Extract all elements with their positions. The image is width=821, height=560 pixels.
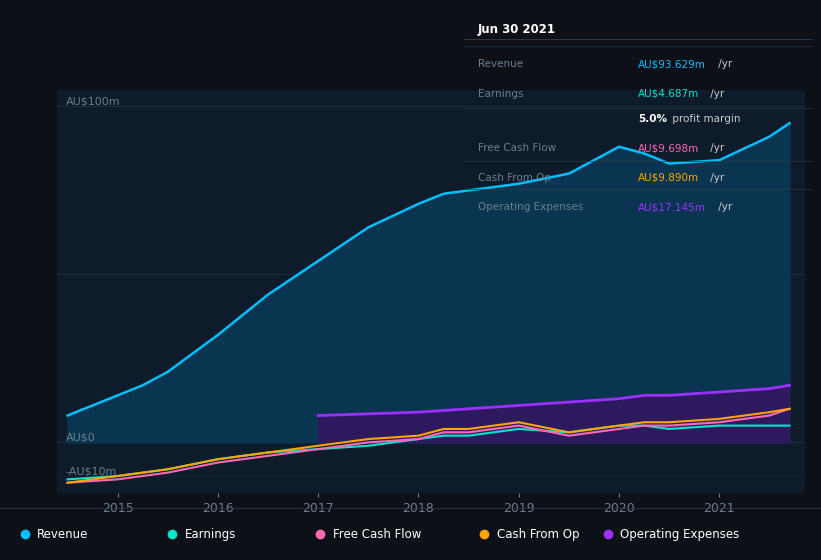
- Text: Free Cash Flow: Free Cash Flow: [478, 143, 556, 153]
- Text: Cash From Op: Cash From Op: [478, 173, 551, 183]
- Text: Free Cash Flow: Free Cash Flow: [333, 528, 421, 541]
- Text: /yr: /yr: [708, 143, 725, 153]
- Text: /yr: /yr: [715, 202, 732, 212]
- Text: /yr: /yr: [708, 173, 725, 183]
- Text: AU$0: AU$0: [66, 432, 95, 442]
- Text: AU$17.145m: AU$17.145m: [639, 202, 706, 212]
- Text: Earnings: Earnings: [185, 528, 236, 541]
- Text: Revenue: Revenue: [37, 528, 89, 541]
- Text: 5.0%: 5.0%: [639, 114, 667, 124]
- Text: /yr: /yr: [715, 59, 732, 69]
- Text: Jun 30 2021: Jun 30 2021: [478, 24, 556, 36]
- Text: AU$4.687m: AU$4.687m: [639, 89, 699, 99]
- Text: AU$93.629m: AU$93.629m: [639, 59, 706, 69]
- Text: Cash From Op: Cash From Op: [497, 528, 579, 541]
- Text: /yr: /yr: [708, 89, 725, 99]
- Text: AU$9.698m: AU$9.698m: [639, 143, 699, 153]
- Text: Revenue: Revenue: [478, 59, 523, 69]
- Text: Operating Expenses: Operating Expenses: [620, 528, 739, 541]
- Text: profit margin: profit margin: [669, 114, 741, 124]
- Text: -AU$10m: -AU$10m: [66, 466, 117, 476]
- Text: Earnings: Earnings: [478, 89, 523, 99]
- Text: Operating Expenses: Operating Expenses: [478, 202, 583, 212]
- Text: AU$9.890m: AU$9.890m: [639, 173, 699, 183]
- Text: AU$100m: AU$100m: [66, 96, 120, 106]
